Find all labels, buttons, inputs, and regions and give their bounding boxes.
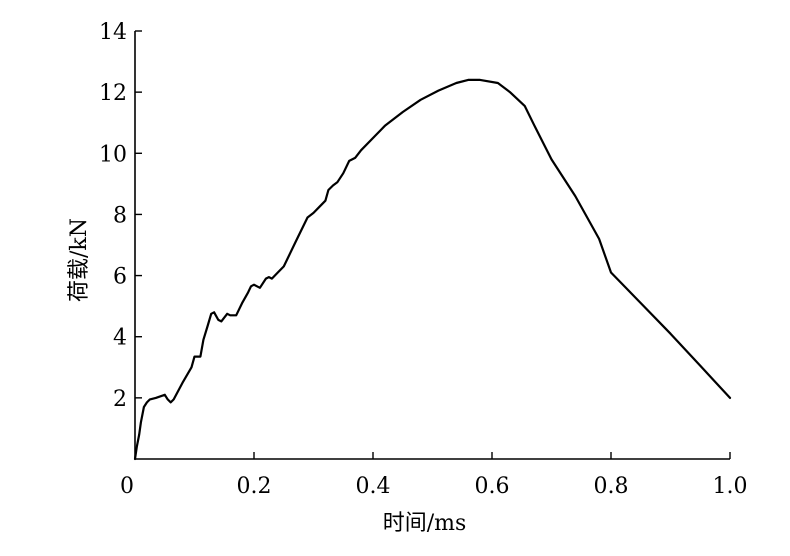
y-tick-label: 10 (99, 142, 127, 167)
x-tick-label: 0 (120, 474, 134, 499)
x-tick-label: 0.4 (356, 474, 391, 499)
x-axis-title: 时间/ms (383, 511, 467, 536)
x-tick-label: 0.6 (475, 474, 510, 499)
series-layer (133, 78, 732, 461)
series-line (133, 78, 732, 461)
y-axis-title: 荷载/kN (67, 218, 92, 302)
x-tick-label: 0.8 (594, 474, 629, 499)
y-tick-label: 4 (113, 326, 127, 351)
y-tick-label: 12 (99, 81, 127, 106)
y-ticks: 2 4 6 8 10 12 14 (99, 20, 142, 412)
x-ticks: 0 0.2 0.4 0.6 0.8 1.0 (120, 452, 748, 499)
y-tick-label: 2 (113, 387, 127, 412)
y-tick-label: 14 (99, 20, 127, 45)
x-tick-label: 1.0 (713, 474, 748, 499)
axes (134, 31, 730, 460)
y-tick-label: 8 (113, 203, 127, 228)
y-tick-label: 6 (113, 265, 127, 290)
x-tick-label: 0.2 (237, 474, 272, 499)
